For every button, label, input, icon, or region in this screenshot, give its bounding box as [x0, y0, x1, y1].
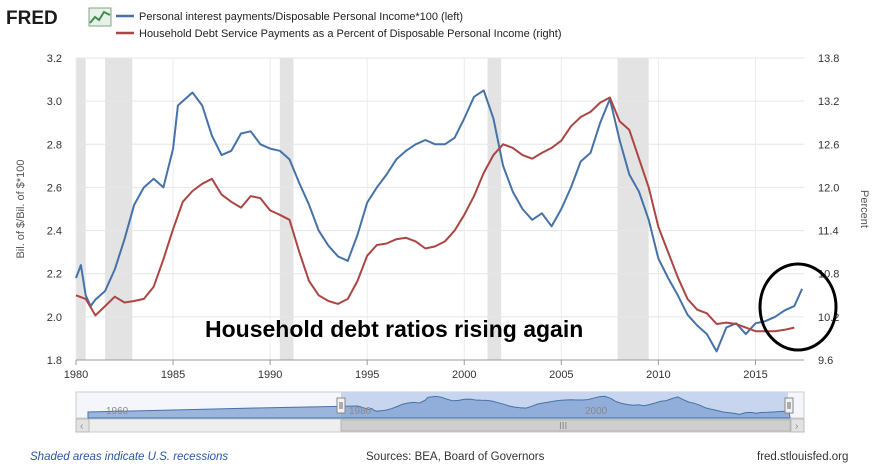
y-left-tick-2.6: 2.6 — [47, 182, 62, 194]
y-left-tick-3.0: 3.0 — [47, 96, 62, 108]
x-tick-label-1995: 1995 — [355, 369, 379, 381]
recession-bands — [76, 58, 649, 360]
recession-band-3 — [487, 58, 502, 360]
y-axis-left-title: Bil. of $/Bil. of $*100 — [15, 159, 27, 258]
x-tick-label-2000: 2000 — [452, 369, 476, 381]
plot-background — [76, 58, 804, 360]
scroll-left-arrow-icon: ‹ — [80, 421, 83, 432]
y-axis-left-ticks: 1.8 2.0 2.2 2.4 2.6 2.8 3.0 3.2 — [47, 53, 62, 367]
y-axis-right-title: Percent — [858, 190, 870, 228]
y-left-tick-2.2: 2.2 — [47, 269, 62, 281]
y-left-tick-1.8: 1.8 — [47, 355, 62, 367]
scrollbar-thumb[interactable] — [340, 419, 791, 432]
navigator-year-2000: 2000 — [585, 406, 608, 417]
site-url[interactable]: fred.stlouisfed.org — [757, 451, 848, 463]
y-left-tick-2.8: 2.8 — [47, 139, 62, 151]
navigator[interactable]: 1960 1980 2000 — [75, 391, 805, 419]
legend-label-interest: Personal interest payments/Disposable Pe… — [139, 11, 463, 23]
legend-label-debt-service: Household Debt Service Payments as a Per… — [139, 28, 562, 40]
y-right-tick-12.6: 12.6 — [818, 139, 839, 151]
scroll-right-button[interactable] — [790, 418, 805, 433]
recession-band-1 — [105, 58, 133, 360]
recession-band-2 — [279, 58, 294, 360]
fred-logo[interactable]: FRED — [6, 7, 112, 29]
scrollbar-grip-icon: III — [559, 421, 567, 432]
recession-note: Shaded areas indicate U.S. recessions — [30, 451, 228, 463]
x-tick-label-1980: 1980 — [64, 369, 88, 381]
y-right-tick-9.6: 9.6 — [818, 355, 833, 367]
x-tick-label-2010: 2010 — [646, 369, 670, 381]
navigator-left-handle[interactable] — [336, 397, 346, 414]
recession-band-0 — [76, 58, 86, 360]
y-right-tick-10.8: 10.8 — [818, 269, 839, 281]
x-tick-label-2015: 2015 — [743, 369, 767, 381]
scroll-left-button[interactable] — [75, 418, 90, 433]
scrollbar[interactable]: ‹ III › — [75, 418, 805, 433]
y-right-tick-13.2: 13.2 — [818, 96, 839, 108]
navigator-right-handle[interactable] — [784, 397, 794, 414]
y-left-tick-3.2: 3.2 — [47, 53, 62, 65]
y-right-tick-12.0: 12.0 — [818, 182, 839, 194]
fred-logo-graph-icon — [88, 7, 112, 27]
navigator-year-1960: 1960 — [106, 406, 129, 417]
y-right-tick-11.4: 11.4 — [818, 226, 839, 238]
annotation-text: Household debt ratios rising again — [205, 316, 583, 342]
scroll-right-arrow-icon: › — [795, 421, 798, 432]
highlight-circle — [758, 262, 838, 352]
series-lines — [75, 89, 804, 353]
y-left-tick-2.0: 2.0 — [47, 312, 62, 324]
x-axis-ticks: 1980 1985 1990 1995 2000 2005 2010 2015 — [64, 360, 768, 381]
x-tick-label-2005: 2005 — [549, 369, 573, 381]
sources-text: Sources: BEA, Board of Governors — [366, 451, 545, 463]
series-line-debt-service[interactable] — [75, 96, 795, 333]
navigator-series-area — [87, 395, 791, 419]
x-tick-label-1985: 1985 — [161, 369, 185, 381]
y-right-tick-13.8: 13.8 — [818, 53, 839, 65]
y-axis-right-ticks: 9.610.210.811.412.012.613.213.8 — [818, 53, 839, 367]
y-left-tick-2.4: 2.4 — [47, 226, 62, 238]
fred-logo-text: FRED — [6, 8, 58, 29]
x-tick-label-1990: 1990 — [258, 369, 282, 381]
navigator-year-1980: 1980 — [349, 406, 372, 417]
legend: Personal interest payments/Disposable Pe… — [116, 11, 562, 40]
recession-band-4 — [617, 58, 649, 360]
series-line-interest-payments[interactable] — [75, 89, 804, 353]
